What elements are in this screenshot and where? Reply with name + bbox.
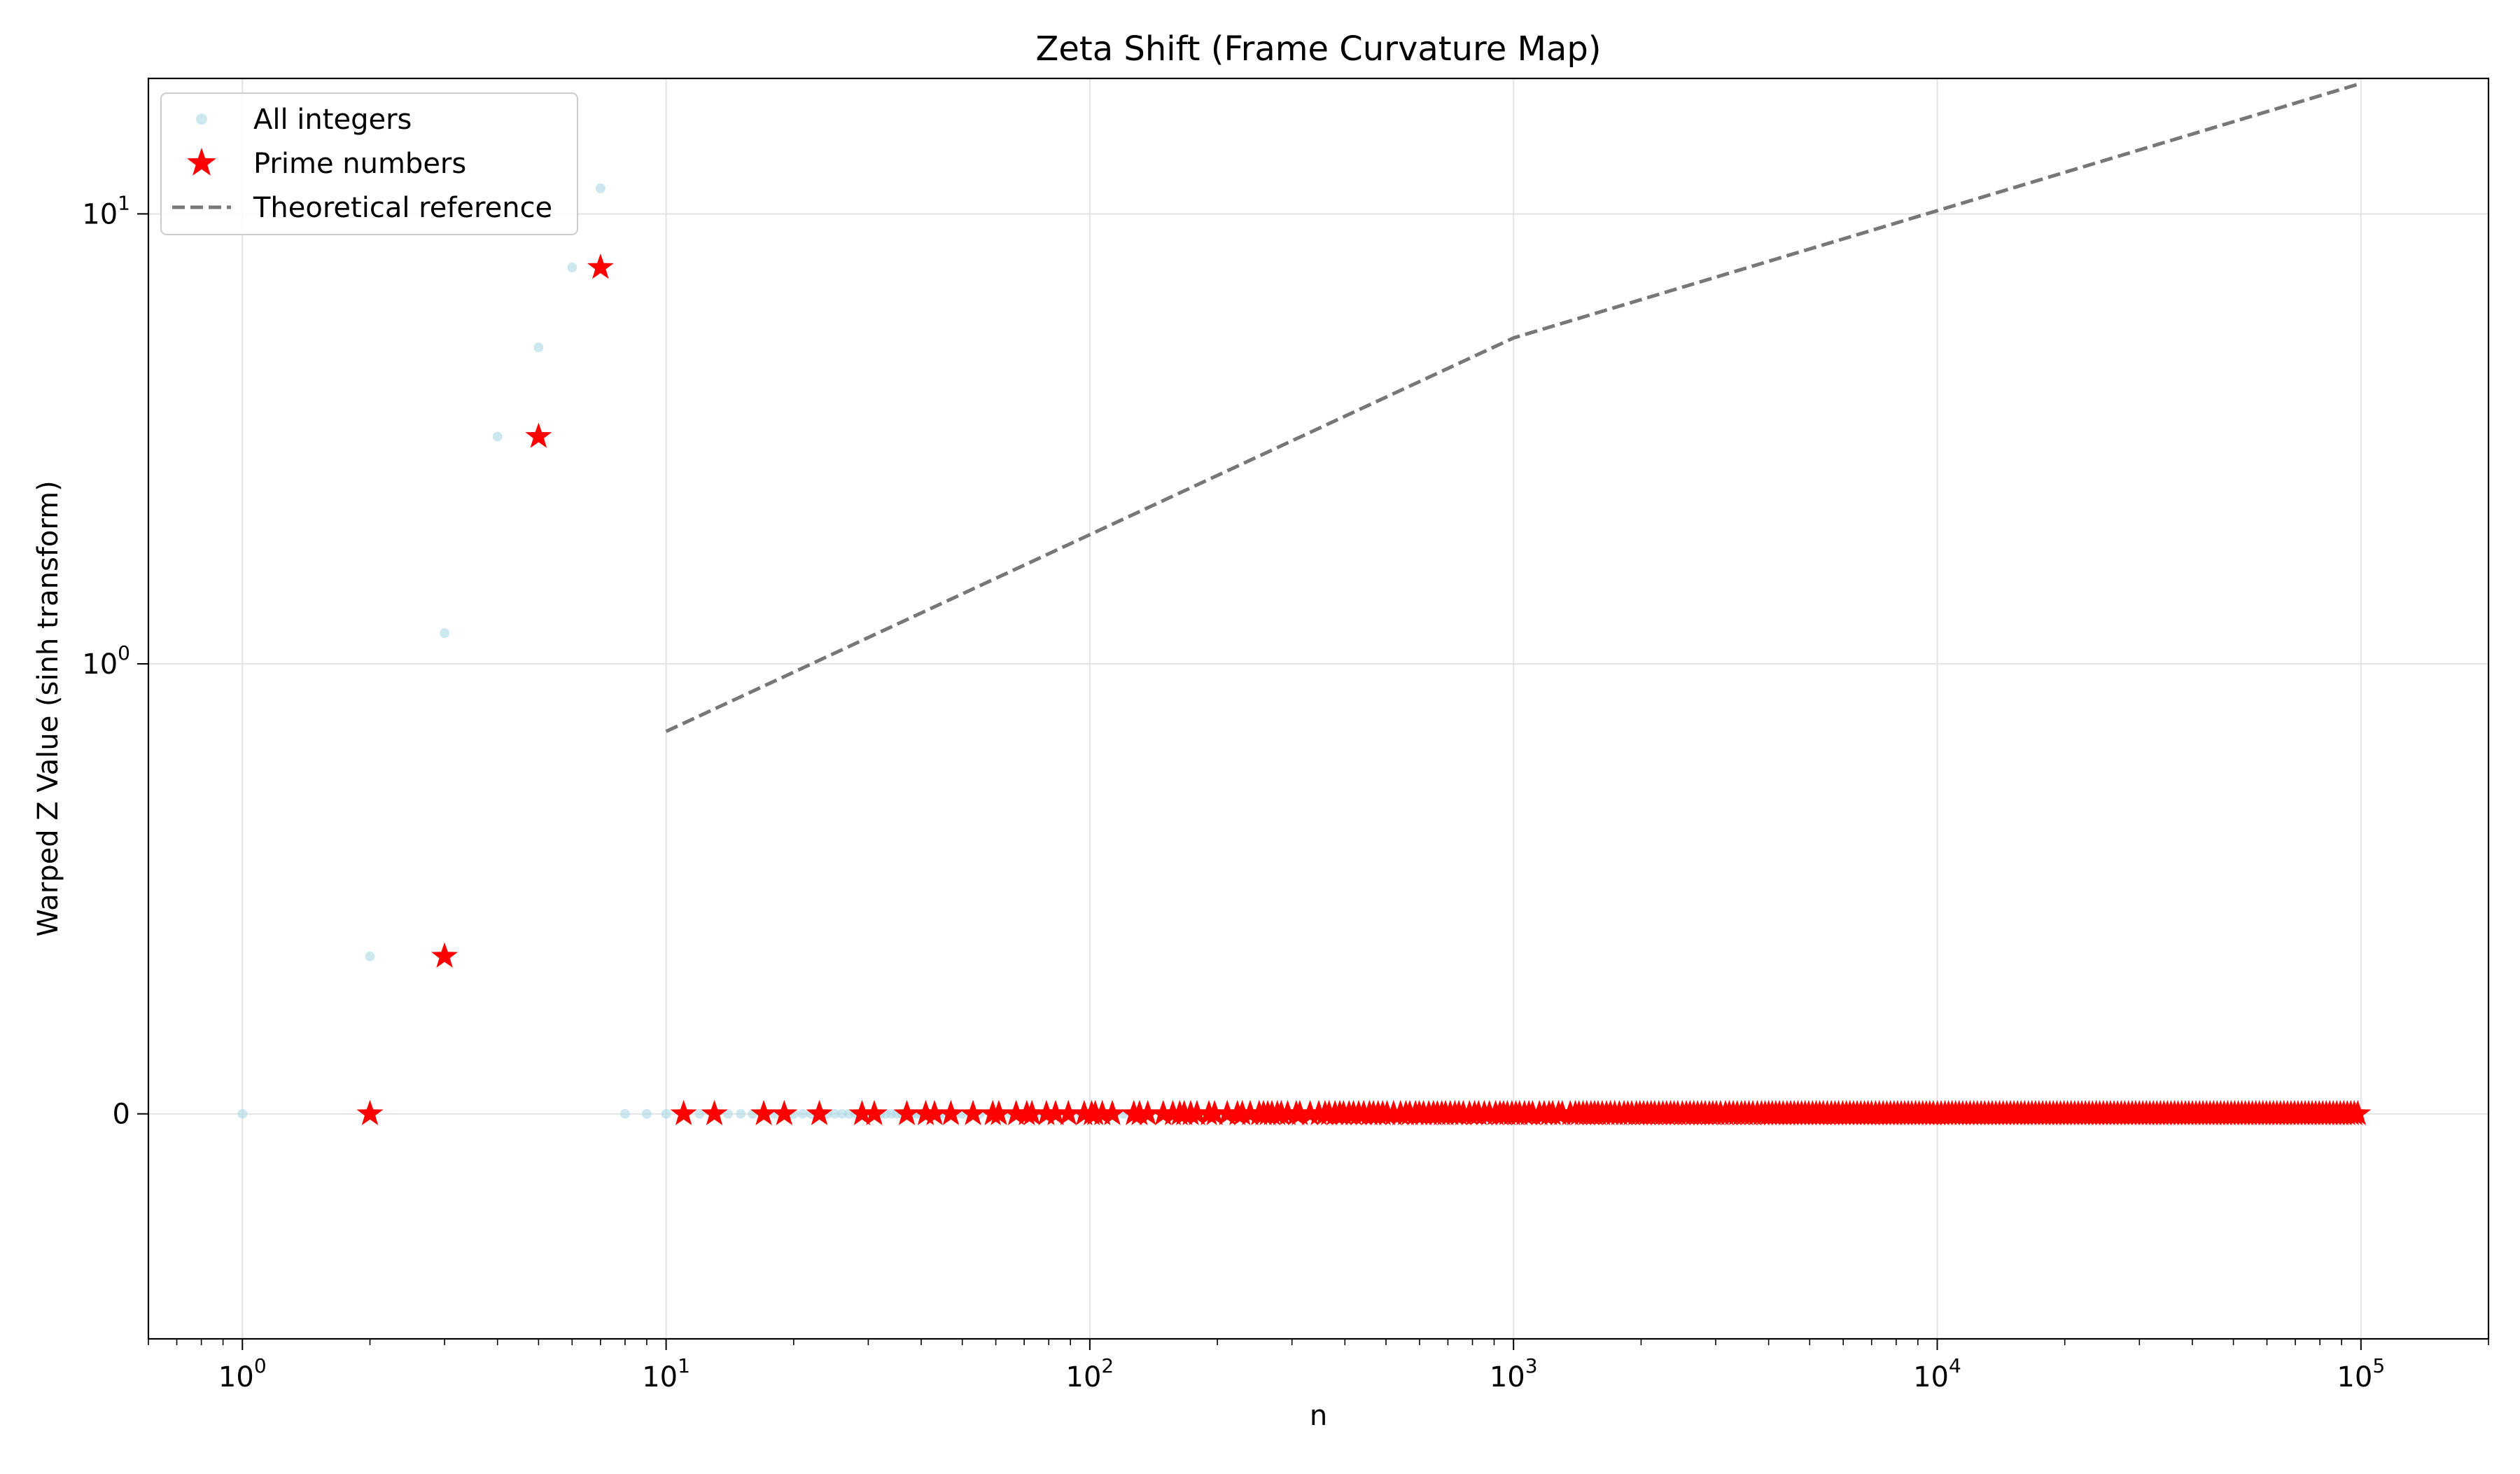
- integer-point: [533, 342, 544, 353]
- x-axis-label: n: [1310, 1400, 1327, 1432]
- prime-point: [1214, 1099, 1241, 1125]
- integer-point: [620, 1108, 630, 1119]
- prime-point: [2344, 1099, 2372, 1125]
- integer-point: [440, 628, 450, 639]
- x-tick-label: 102: [1066, 1354, 1114, 1393]
- prime-point: [587, 253, 614, 279]
- prime-point: [750, 1099, 778, 1125]
- prime-point: [985, 1099, 1012, 1125]
- x-tick-label: 100: [218, 1354, 267, 1393]
- prime-point: [525, 422, 552, 448]
- prime-point: [1018, 1099, 1046, 1125]
- prime-point: [937, 1099, 965, 1125]
- y-axis-label: Warped Z Value (sinh transform): [32, 480, 64, 936]
- plot-frame: [147, 77, 2490, 1340]
- integer-point: [830, 1108, 840, 1119]
- y-tick-label: 0: [113, 1099, 130, 1131]
- data-layer: [237, 81, 2372, 1125]
- integer-point: [641, 1108, 652, 1119]
- integer-point: [237, 1108, 248, 1119]
- integer-point: [365, 951, 375, 961]
- legend-integer-marker: [196, 113, 207, 125]
- prime-point: [1042, 1099, 1069, 1125]
- integer-point: [723, 1108, 734, 1119]
- x-tick-label: 101: [642, 1354, 690, 1393]
- prime-point: [771, 1099, 798, 1125]
- reference-line: [665, 81, 2362, 733]
- integer-point: [567, 263, 578, 273]
- integer-point: [694, 1108, 705, 1119]
- prime-point: [1183, 1099, 1210, 1125]
- x-tick-label: 104: [1913, 1354, 1961, 1393]
- legend-label: Prime numbers: [253, 148, 466, 180]
- prime-point: [806, 1099, 833, 1125]
- integer-point: [595, 183, 606, 193]
- legend: All integers Prime numbers Theoretical ref…: [160, 92, 578, 235]
- prime-point: [848, 1099, 876, 1125]
- tick-layer: 100 101 102 103 104 105 0 100 101: [82, 191, 2489, 1393]
- prime-point: [1286, 1099, 1313, 1125]
- integer-point: [736, 1108, 746, 1119]
- prime-point: [1002, 1099, 1030, 1125]
- prime-point: [670, 1099, 697, 1125]
- integer-point: [797, 1108, 808, 1119]
- y-tick-label: 101: [82, 191, 130, 230]
- prime-point: [893, 1099, 920, 1125]
- integer-point: [661, 1108, 671, 1119]
- chart-title: Zeta Shift (Frame Curvature Map): [1035, 29, 1601, 69]
- prime-point: [1201, 1099, 1228, 1125]
- prime-point: [959, 1099, 987, 1125]
- prime-point: [356, 1099, 384, 1125]
- prime-point: [860, 1099, 888, 1125]
- y-tick-label: 100: [82, 641, 130, 681]
- x-tick-label: 105: [2337, 1354, 2385, 1393]
- prime-point: [1088, 1099, 1116, 1125]
- legend-label: All integers: [253, 104, 412, 136]
- prime-point: [431, 942, 458, 968]
- prime-point: [1098, 1099, 1126, 1125]
- prime-point: [1134, 1099, 1161, 1125]
- prime-point: [1149, 1099, 1177, 1125]
- integer-point: [836, 1108, 847, 1119]
- prime-point: [921, 1099, 948, 1125]
- prime-point: [701, 1099, 728, 1125]
- prime-point: [1055, 1099, 1082, 1125]
- legend-label: Theoretical reference: [253, 192, 552, 224]
- integer-point: [492, 431, 503, 442]
- x-tick-label: 103: [1490, 1354, 1538, 1393]
- legend-box: [160, 92, 578, 235]
- legend-prime-marker: [187, 148, 216, 176]
